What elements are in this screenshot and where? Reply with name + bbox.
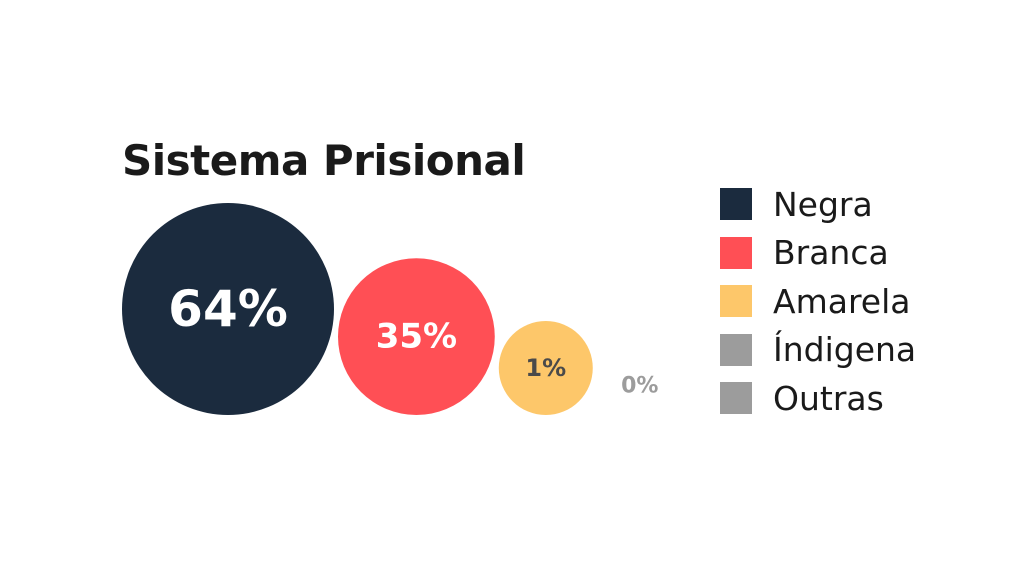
legend-label: Branca: [773, 233, 889, 273]
chart-title: Sistema Prisional: [122, 136, 526, 185]
legend-item-indigena: Índigena: [720, 326, 1010, 375]
legend-item-outras: Outras: [720, 374, 1010, 423]
data-label-indigena: 0%: [621, 374, 658, 399]
legend: Negra Branca Amarela Índigena Outras: [720, 180, 1010, 423]
legend-swatch: [720, 285, 752, 318]
legend-label: Negra: [773, 184, 873, 224]
legend-label: Amarela: [773, 281, 911, 321]
legend-item-branca: Branca: [720, 229, 1010, 278]
legend-swatch: [720, 333, 752, 366]
legend-swatch: [720, 236, 752, 269]
bubble-amarela: [498, 321, 593, 415]
legend-item-negra: Negra: [720, 180, 1010, 229]
data-label-negra: 64%: [168, 280, 288, 338]
bubble-branca: [338, 258, 495, 415]
legend-label: Índigena: [773, 330, 917, 370]
legend-swatch: [720, 382, 752, 415]
legend-swatch: [720, 188, 752, 221]
data-label-amarela: 1%: [525, 354, 566, 382]
data-label-branca: 35%: [376, 317, 457, 357]
bubble-negra: [122, 203, 334, 415]
legend-label: Outras: [773, 378, 884, 418]
legend-item-amarela: Amarela: [720, 277, 1010, 326]
